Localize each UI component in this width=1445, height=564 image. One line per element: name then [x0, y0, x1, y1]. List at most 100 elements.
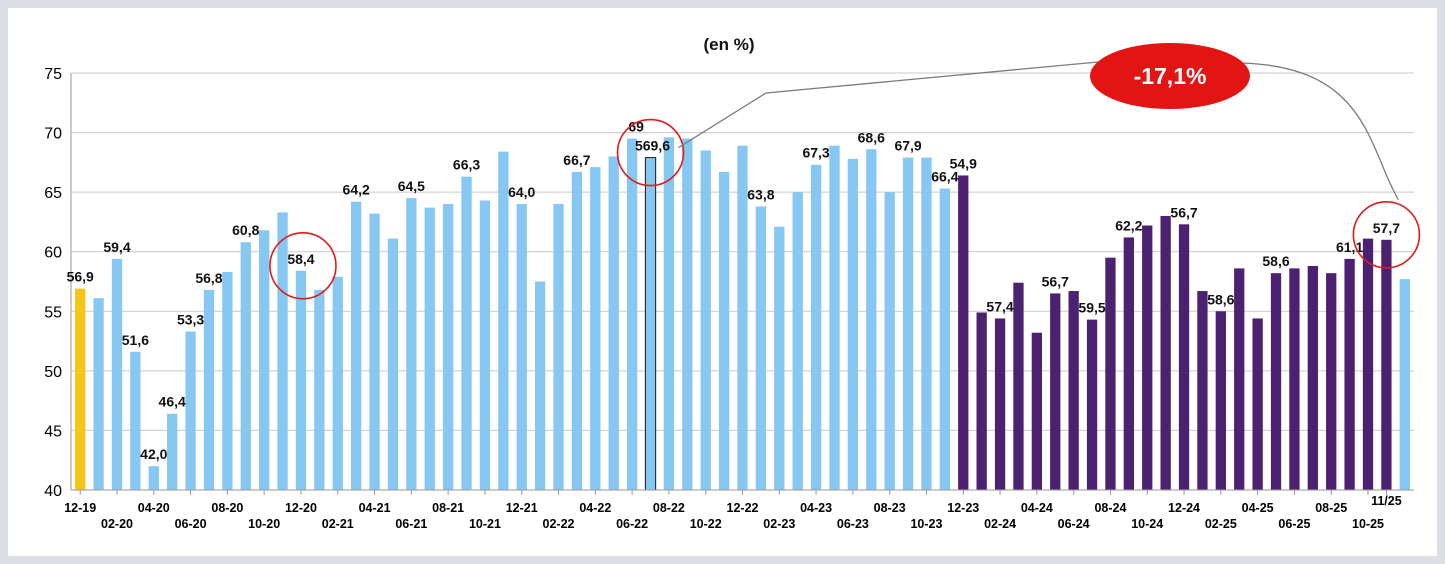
bar [406, 198, 417, 490]
y-tick-label: 50 [44, 364, 62, 381]
y-tick-label: 65 [44, 185, 62, 202]
callout-label: -17,1% [1134, 63, 1207, 89]
x-tick-label: 04-22 [579, 501, 611, 515]
bar [1013, 282, 1024, 490]
data-label: 66,4 [931, 169, 958, 185]
bar [847, 158, 859, 491]
x-tick-label: 02-23 [763, 517, 795, 531]
bar [663, 137, 675, 490]
x-tick-label: 06-21 [395, 517, 427, 531]
data-label: 59,5 [1078, 300, 1105, 316]
bar [332, 276, 343, 490]
data-labels: 56,9 59,4 51,6 42,0 46,4 53,3 56,8 60,8 58,4 64,2… [67, 119, 1401, 463]
bar [203, 289, 215, 490]
x-tick-label: 06-24 [1058, 517, 1090, 531]
x-axis: 12-19 02-20 04-20 06-20 08-20 10-20 12-20 02-21… [64, 489, 1414, 531]
x-tick-label: 12-20 [285, 501, 317, 515]
bar [866, 149, 877, 490]
bar [1252, 318, 1263, 490]
data-label: 66,3 [453, 157, 480, 173]
x-tick-label: 10-24 [1131, 517, 1163, 531]
bar [1031, 332, 1043, 490]
data-label: 61,1 [1336, 239, 1363, 255]
bar [1105, 257, 1116, 490]
bar [700, 150, 711, 490]
bar [994, 318, 1006, 490]
x-tick-label: 02-20 [101, 517, 133, 531]
x-tick-label: 08-21 [432, 501, 464, 515]
y-tick-label: 40 [44, 483, 62, 500]
data-label: 67,3 [802, 145, 829, 161]
y-tick-label: 55 [44, 304, 62, 321]
x-tick-label: 12-24 [1168, 501, 1200, 515]
bar [590, 167, 601, 490]
bar-chart: 40 45 50 55 60 65 70 75 12-19 02-20 04-20 06-20 08-… [44, 35, 1421, 531]
data-label: 56,9 [67, 269, 94, 285]
bar [1068, 291, 1079, 490]
x-tick-label: 12-19 [64, 501, 96, 515]
x-tick-label: 08-22 [653, 501, 685, 515]
data-label: 66,7 [563, 152, 590, 168]
bar [277, 212, 288, 490]
data-label: 51,6 [122, 332, 149, 348]
x-tick-label: 10-25 [1352, 517, 1384, 531]
bar [516, 204, 527, 491]
bar [608, 156, 619, 490]
bar [222, 271, 233, 490]
data-label: 54,9 [950, 155, 977, 171]
annotations: -17,1% [269, 43, 1421, 300]
y-tick-label: 75 [44, 66, 62, 83]
bar [976, 312, 987, 490]
callout-connector-right [1239, 62, 1399, 201]
bar [314, 289, 325, 490]
bar [442, 204, 454, 491]
bar [167, 413, 178, 490]
bar [810, 164, 822, 491]
data-label: 64,0 [508, 184, 535, 200]
bar [571, 171, 583, 491]
bar [387, 238, 399, 490]
bar [682, 138, 693, 490]
highlight-ring [616, 118, 685, 187]
bar [1123, 237, 1134, 490]
x-tick-label: 10-22 [690, 517, 722, 531]
bar [111, 258, 123, 490]
bar [1399, 279, 1410, 490]
bar [1381, 239, 1392, 490]
bar [958, 175, 969, 490]
y-axis: 40 45 50 55 60 65 70 75 [44, 66, 72, 500]
bar [644, 157, 657, 491]
callout-connector-left [678, 61, 1099, 149]
x-tick-label: 11/25 [1371, 494, 1402, 508]
x-tick-label: 08-25 [1315, 501, 1347, 515]
bar [829, 145, 840, 491]
bar [1326, 273, 1337, 490]
x-tick-label: 06-23 [837, 517, 869, 531]
bar [424, 207, 435, 491]
bar [295, 270, 307, 490]
data-label: 68,6 [858, 129, 885, 145]
bar [1344, 258, 1355, 490]
data-label: 69 [628, 119, 644, 135]
bar [902, 157, 914, 490]
x-tick-label: 04-23 [800, 501, 832, 515]
x-tick-label: 02-21 [322, 517, 354, 531]
bar [1234, 268, 1245, 490]
chart-title: (en %) [704, 35, 755, 54]
bar [1289, 268, 1300, 490]
y-tick-label: 60 [44, 245, 62, 262]
x-tick-label: 02-22 [543, 517, 575, 531]
bar [626, 138, 638, 490]
x-tick-label: 08-24 [1094, 501, 1126, 515]
x-tick-label: 04-20 [138, 501, 170, 515]
bar [792, 192, 803, 490]
bar [737, 145, 748, 491]
data-label: 46,4 [159, 394, 186, 410]
data-label: 60,8 [232, 222, 259, 238]
bar [755, 206, 767, 490]
data-label: 59,4 [103, 239, 130, 255]
x-tick-label: 12-22 [727, 501, 759, 515]
x-tick-label: 04-21 [359, 501, 391, 515]
y-tick-label: 70 [44, 126, 62, 143]
data-label: 58,6 [1262, 253, 1289, 269]
